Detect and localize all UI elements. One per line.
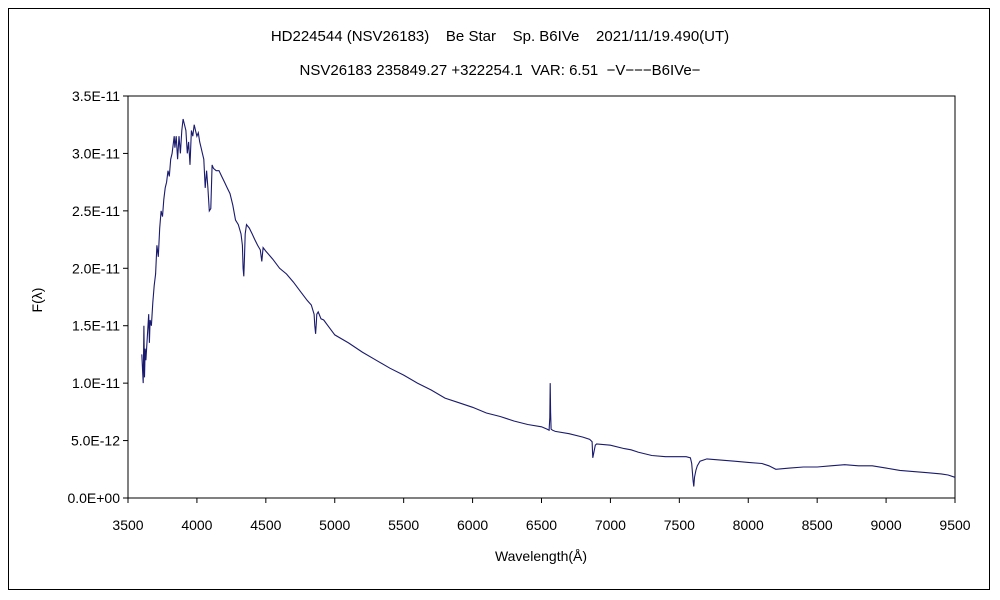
y-tick-label: 5.0E-12 (71, 433, 120, 449)
x-axis-label: Wavelength(Å) (495, 548, 587, 564)
y-tick-label: 3.0E-11 (72, 145, 120, 161)
y-axis: 0.0E+00 5.0E-12 1.0E-11 1.5E-11 2.0E-11 2.5E-… (67, 88, 128, 506)
x-tick-label: 7500 (664, 517, 695, 533)
x-tick-label: 6500 (526, 517, 557, 533)
x-tick-label: 3500 (112, 517, 143, 533)
x-tick-label: 6000 (457, 517, 488, 533)
x-tick-label: 7000 (595, 517, 626, 533)
x-tick-label: 5500 (388, 517, 419, 533)
chart-subtitle: NSV26183 235849.27 +322254.1 VAR: 6.51 −… (299, 62, 701, 79)
y-tick-label: 1.0E-11 (72, 375, 120, 391)
y-tick-label: 2.0E-11 (72, 260, 120, 276)
x-tick-label: 9000 (871, 517, 902, 533)
y-axis-label: F(λ) (29, 288, 45, 313)
y-tick-label: 1.5E-11 (72, 318, 120, 334)
plot-area (127, 95, 956, 499)
x-tick-label: 8500 (802, 517, 833, 533)
chart-title: HD224544 (NSV26183) Be Star Sp. B6IVe 20… (270, 28, 730, 45)
spectrum-line (141, 118, 956, 487)
x-axis: 3500 4000 4500 5000 5500 6000 6500 7000 7500 8000… (112, 498, 971, 533)
y-tick-label: 0.0E+00 (67, 490, 120, 506)
x-tick-label: 9500 (939, 517, 970, 533)
x-tick-label: 4000 (181, 517, 212, 533)
x-tick-label: 5000 (319, 517, 350, 533)
x-tick-label: 8000 (733, 517, 764, 533)
y-tick-label: 2.5E-11 (72, 203, 120, 219)
x-tick-label: 4500 (250, 517, 281, 533)
y-tick-label: 3.5E-11 (72, 88, 120, 104)
chart-frame (8, 8, 990, 590)
